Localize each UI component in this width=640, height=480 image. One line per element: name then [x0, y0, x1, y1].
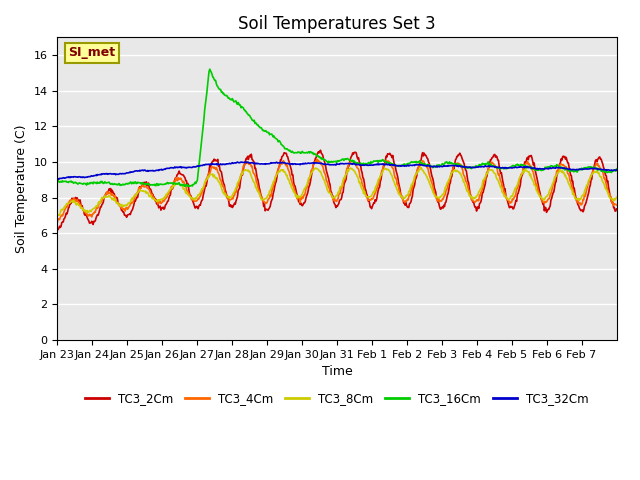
Text: SI_met: SI_met [68, 47, 116, 60]
TC3_16Cm [396, 163, 404, 168]
TC3_32Cm [222, 162, 230, 168]
TC3_2Cm [54, 226, 61, 232]
TC3_2Cm [250, 159, 258, 165]
TC3_16Cm [612, 166, 620, 172]
TC3_4Cm [396, 189, 403, 194]
TC3_4Cm [313, 156, 321, 162]
TC3_2Cm [271, 180, 279, 186]
TC3_32Cm [250, 161, 258, 167]
TC3_8Cm [417, 165, 425, 170]
TC3_16Cm [119, 181, 127, 187]
TC3_16Cm [54, 179, 61, 184]
TC3_8Cm [120, 203, 127, 208]
TC3_16Cm [272, 136, 280, 142]
TC3_4Cm [119, 206, 127, 212]
TC3_2Cm [428, 171, 435, 177]
TC3_8Cm [428, 185, 435, 191]
Line: TC3_32Cm: TC3_32Cm [58, 162, 616, 179]
TC3_8Cm [271, 174, 279, 180]
X-axis label: Time: Time [321, 365, 353, 378]
TC3_32Cm [54, 176, 61, 182]
Title: Soil Temperatures Set 3: Soil Temperatures Set 3 [238, 15, 436, 33]
TC3_32Cm [427, 163, 435, 169]
TC3_2Cm [54, 227, 62, 232]
TC3_16Cm [223, 93, 231, 99]
TC3_2Cm [612, 206, 620, 212]
TC3_32Cm [234, 159, 241, 165]
TC3_32Cm [396, 163, 403, 168]
TC3_2Cm [120, 209, 127, 215]
Legend: TC3_2Cm, TC3_4Cm, TC3_8Cm, TC3_16Cm, TC3_32Cm: TC3_2Cm, TC3_4Cm, TC3_8Cm, TC3_16Cm, TC3… [81, 387, 593, 410]
TC3_8Cm [56, 213, 63, 218]
Line: TC3_16Cm: TC3_16Cm [58, 69, 616, 186]
Line: TC3_4Cm: TC3_4Cm [58, 159, 616, 222]
TC3_32Cm [119, 171, 127, 177]
TC3_16Cm [184, 183, 192, 189]
TC3_4Cm [222, 191, 230, 197]
Y-axis label: Soil Temperature (C): Soil Temperature (C) [15, 124, 28, 253]
TC3_4Cm [250, 170, 257, 176]
Line: TC3_8Cm: TC3_8Cm [58, 168, 616, 216]
TC3_16Cm [251, 120, 259, 126]
TC3_4Cm [54, 219, 61, 225]
TC3_4Cm [427, 176, 435, 182]
TC3_16Cm [206, 66, 214, 72]
Line: TC3_2Cm: TC3_2Cm [58, 150, 616, 229]
TC3_8Cm [250, 180, 258, 185]
TC3_32Cm [612, 167, 620, 173]
TC3_16Cm [428, 163, 435, 169]
TC3_32Cm [271, 160, 279, 166]
TC3_4Cm [612, 202, 620, 208]
TC3_4Cm [271, 179, 278, 185]
TC3_8Cm [612, 194, 620, 200]
TC3_2Cm [317, 147, 324, 153]
TC3_8Cm [54, 212, 61, 218]
TC3_8Cm [396, 191, 403, 196]
TC3_8Cm [223, 194, 230, 200]
TC3_2Cm [223, 192, 230, 197]
TC3_2Cm [396, 186, 404, 192]
